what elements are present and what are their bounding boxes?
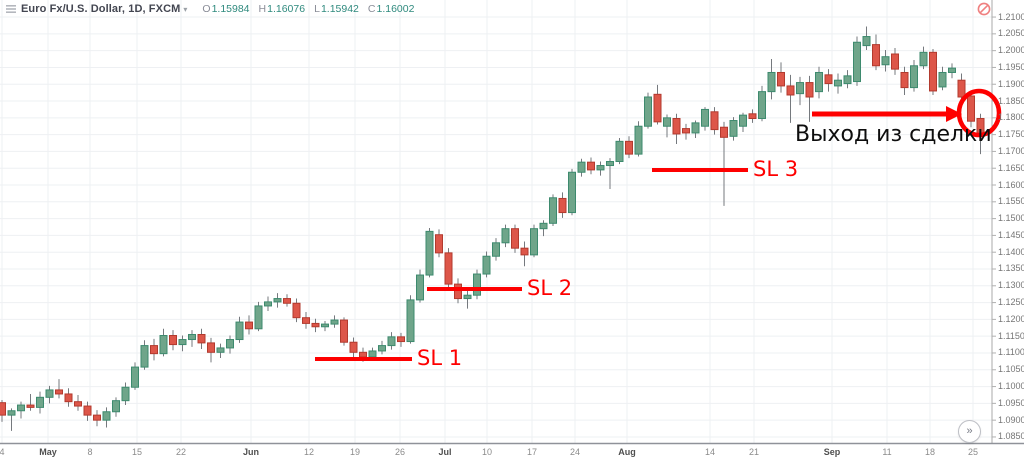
price-axis-label: 1.09500	[998, 397, 1024, 408]
exit-trade-label: Выход из сделки	[795, 122, 992, 147]
low-label: L	[314, 3, 320, 15]
connection-lost-icon	[977, 2, 991, 16]
price-axis-label: 1.14500	[998, 229, 1024, 240]
scroll-to-recent-button[interactable]: »	[958, 420, 981, 443]
time-axis-label: Jun	[242, 447, 260, 457]
price-axis-label: 1.10000	[998, 381, 1024, 392]
time-axis-label: 12	[303, 447, 315, 457]
time-axis-label: 8	[87, 447, 93, 457]
time-axis-label: May	[39, 447, 57, 457]
time-axis-label: 18	[924, 447, 936, 457]
price-axis-label: 1.16500	[998, 162, 1024, 173]
time-axis-label: Aug	[618, 447, 636, 457]
close-label: C	[367, 3, 376, 15]
price-axis-label: 1.12000	[998, 313, 1024, 324]
price-axis-label: 1.15500	[998, 196, 1024, 207]
price-axis-label: 1.12500	[998, 297, 1024, 308]
high-value: 1.16076	[267, 3, 306, 15]
price-axis-label: 1.18000	[998, 112, 1024, 123]
price-axis-label: 1.21000	[998, 11, 1024, 22]
time-axis-label: 11	[882, 447, 892, 457]
price-axis-label: 1.20500	[998, 28, 1024, 39]
time-axis-label: 17	[526, 447, 538, 457]
price-axis-label: 1.16000	[998, 179, 1024, 190]
ohlc-readout: O1.15984 H1.16076 L1.15942 C1.16002	[202, 3, 414, 15]
time-axis-label: Sep	[823, 447, 841, 457]
time-axis-label: 14	[704, 447, 716, 457]
time-axis-label: 22	[175, 447, 187, 457]
chart-legend: Euro Fx/U.S. Dollar, 1D, FXCM ▾ O1.15984…	[6, 3, 414, 15]
chevron-down-icon[interactable]: ▾	[183, 4, 188, 14]
price-axis-label: 1.17500	[998, 129, 1024, 140]
symbol-title[interactable]: Euro Fx/U.S. Dollar, 1D, FXCM	[21, 3, 181, 15]
price-axis-label: 1.17000	[998, 145, 1024, 156]
time-axis[interactable]: 4 May 8 15 22 Jun 12 19 26 Jul 10 17 24 Aug 14 21 Sep 11 1…	[0, 444, 1024, 460]
close-value: 1.16002	[376, 3, 415, 15]
price-axis-label: 1.15000	[998, 213, 1024, 224]
time-axis-label: 24	[569, 447, 581, 457]
price-axis-label: 1.11500	[998, 330, 1024, 341]
price-axis-label: 1.09000	[998, 414, 1024, 425]
price-axis-label: 1.19000	[998, 78, 1024, 89]
price-axis-label: 1.10500	[998, 364, 1024, 375]
double-chevron-right-icon: »	[966, 425, 973, 437]
time-axis-label: 25	[967, 447, 979, 457]
price-axis-label: 1.19500	[998, 61, 1024, 72]
open-value: 1.15984	[211, 3, 250, 15]
time-axis-label: 10	[481, 447, 493, 457]
price-axis-label: 1.08500	[998, 431, 1024, 442]
price-axis-label: 1.20000	[998, 45, 1024, 56]
time-axis-label: 15	[131, 447, 143, 457]
chart-menu-icon[interactable]	[6, 4, 16, 14]
open-label: O	[202, 3, 211, 15]
high-label: H	[258, 3, 267, 15]
price-axis[interactable]: 1.21000 1.20500 1.20000 1.19500 1.19000 1.185…	[992, 0, 1024, 443]
price-axis-label: 1.14000	[998, 246, 1024, 257]
sl3-label: SL 3	[753, 157, 799, 181]
time-axis-label: 4	[0, 447, 5, 457]
sl1-label: SL 1	[417, 346, 463, 370]
time-axis-label: 19	[349, 447, 361, 457]
time-axis-label: 26	[394, 447, 406, 457]
time-axis-label: 21	[748, 447, 760, 457]
price-axis-label: 1.13500	[998, 263, 1024, 274]
price-axis-label: 1.13000	[998, 280, 1024, 291]
price-axis-label: 1.18500	[998, 95, 1024, 106]
price-axis-label: 1.11000	[998, 347, 1024, 358]
time-axis-label: Jul	[438, 447, 452, 457]
sl2-label: SL 2	[527, 276, 573, 300]
low-value: 1.15942	[320, 3, 359, 15]
